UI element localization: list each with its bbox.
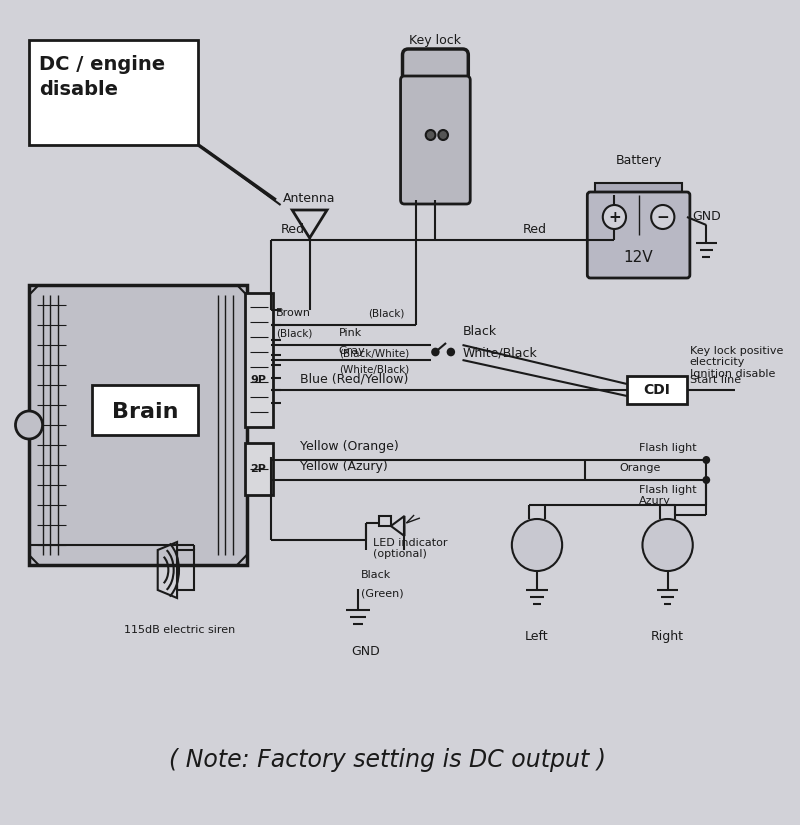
Text: Red: Red: [281, 223, 305, 236]
FancyBboxPatch shape: [402, 49, 468, 81]
Text: Start line: Start line: [690, 375, 741, 385]
Text: Ignition disable: Ignition disable: [690, 369, 775, 379]
Text: Left: Left: [525, 630, 549, 643]
Text: 12V: 12V: [624, 249, 654, 265]
Circle shape: [432, 348, 438, 356]
Text: (Black): (Black): [276, 328, 312, 338]
FancyBboxPatch shape: [245, 293, 273, 427]
Text: electricity: electricity: [690, 357, 746, 367]
Circle shape: [602, 205, 626, 229]
Text: Pink: Pink: [338, 328, 362, 338]
Text: Red: Red: [522, 223, 546, 236]
FancyBboxPatch shape: [627, 376, 687, 404]
Text: Flash light: Flash light: [638, 485, 696, 495]
Text: (Green): (Green): [361, 589, 403, 599]
Text: Black: Black: [361, 570, 391, 580]
FancyBboxPatch shape: [245, 443, 273, 495]
Text: Key lock positive: Key lock positive: [690, 346, 783, 356]
Text: Orange: Orange: [619, 463, 661, 473]
Text: Antenna: Antenna: [283, 192, 336, 205]
Text: GND: GND: [351, 645, 380, 658]
Text: ( Note: Factory setting is DC output ): ( Note: Factory setting is DC output ): [169, 748, 606, 772]
FancyBboxPatch shape: [587, 192, 690, 278]
Circle shape: [426, 130, 435, 140]
Text: Brown: Brown: [276, 308, 310, 318]
Circle shape: [512, 519, 562, 571]
Text: CDI: CDI: [643, 383, 670, 397]
Text: Black: Black: [462, 325, 497, 338]
Text: Yellow (Azury): Yellow (Azury): [300, 460, 388, 473]
Text: Brain: Brain: [112, 402, 178, 422]
Text: 2P: 2P: [250, 464, 266, 474]
Text: Gray: Gray: [338, 346, 366, 356]
Circle shape: [15, 411, 42, 439]
Text: (optional): (optional): [374, 549, 427, 559]
Circle shape: [702, 456, 710, 464]
Circle shape: [642, 519, 693, 571]
FancyBboxPatch shape: [29, 285, 246, 565]
Text: White/Black: White/Black: [462, 347, 538, 360]
Text: disable: disable: [38, 80, 118, 99]
Text: 115dB electric siren: 115dB electric siren: [124, 625, 235, 635]
FancyBboxPatch shape: [595, 183, 682, 195]
Text: Battery: Battery: [615, 154, 662, 167]
Text: −: −: [657, 210, 669, 224]
Text: (White/Black): (White/Black): [338, 364, 409, 374]
Text: 9P: 9P: [250, 375, 266, 385]
Text: DC / engine: DC / engine: [38, 55, 165, 74]
Text: (Black): (Black): [368, 308, 404, 318]
Circle shape: [438, 130, 448, 140]
Text: +: +: [608, 210, 621, 224]
FancyBboxPatch shape: [92, 385, 198, 435]
Text: Flash light: Flash light: [638, 443, 696, 453]
Text: GND: GND: [692, 210, 721, 223]
Text: Blue (Red/Yellow): Blue (Red/Yellow): [300, 372, 408, 385]
Text: LED indicator: LED indicator: [374, 538, 448, 548]
Circle shape: [447, 348, 454, 356]
Text: Key lock: Key lock: [410, 34, 462, 47]
Text: Right: Right: [651, 630, 684, 643]
Circle shape: [702, 476, 710, 484]
FancyBboxPatch shape: [29, 40, 198, 145]
Text: Yellow (Orange): Yellow (Orange): [300, 440, 398, 453]
FancyBboxPatch shape: [401, 76, 470, 204]
Circle shape: [651, 205, 674, 229]
Text: Azury: Azury: [638, 496, 670, 506]
Text: (Black/White): (Black/White): [338, 348, 409, 358]
